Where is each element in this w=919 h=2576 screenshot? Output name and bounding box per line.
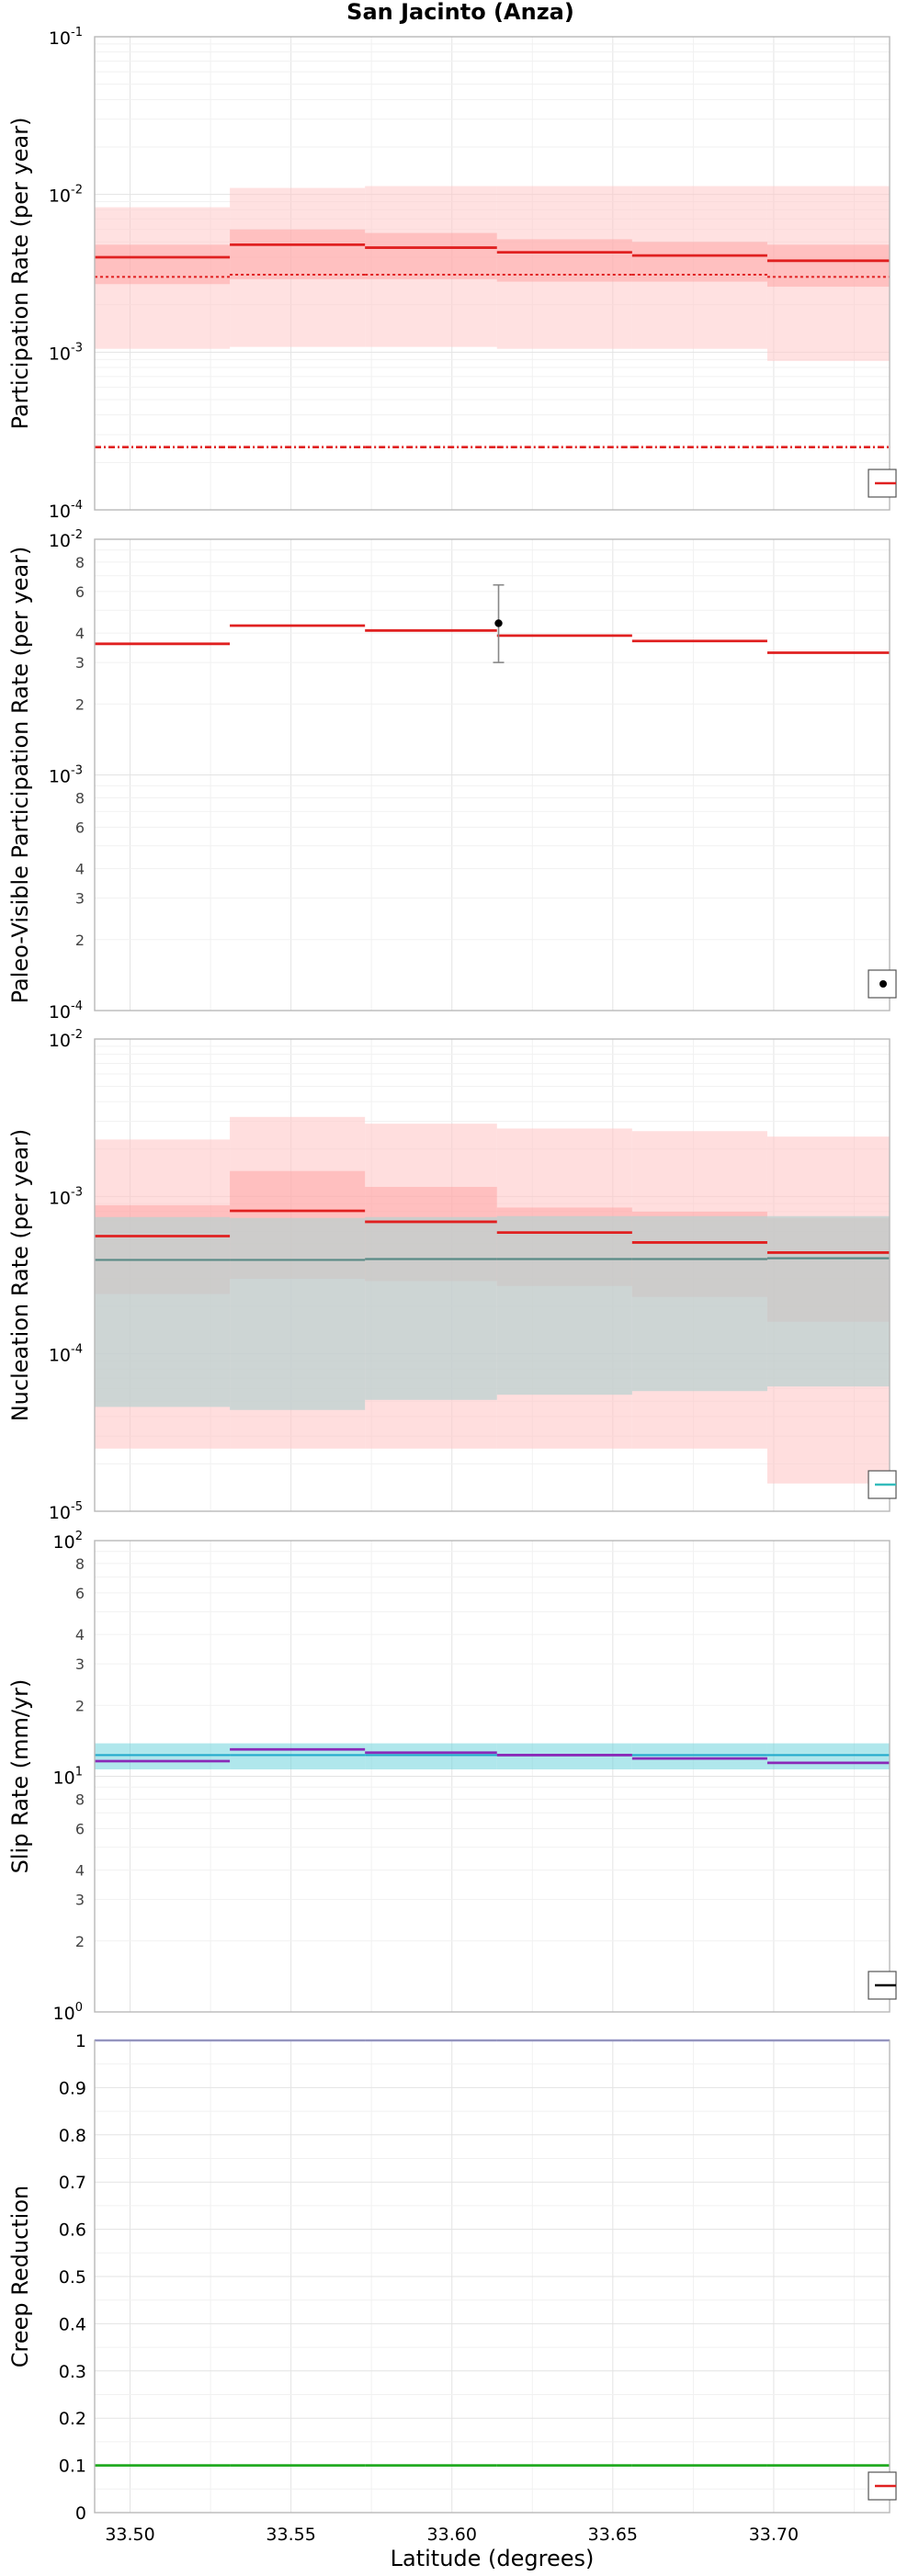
band-0-bin-3	[496, 186, 632, 349]
y-minor-tick-label: 3	[75, 890, 85, 908]
y-minor-tick-label: 8	[75, 1791, 85, 1808]
band-0-bin-5	[766, 1743, 890, 1769]
band-0-bin-5	[766, 186, 890, 361]
y-tick-label-3: 10-5	[49, 1500, 83, 1523]
chart-title: San Jacinto (Anza)	[346, 0, 574, 25]
y-minor-tick-label: 6	[75, 819, 85, 836]
data-point-0	[494, 619, 503, 627]
x-tick-label-1: 33.55	[266, 2525, 315, 2545]
band-0-bin-4	[631, 186, 767, 349]
y-minor-tick-label: 2	[75, 1697, 85, 1714]
y-tick-label-1: 0.1	[59, 2457, 86, 2477]
y-tick-label-1: 10-3	[49, 1185, 83, 1208]
chart-panel-slip: 102 101 100 8 6 4 3 2 8 6 4 3 2 Slip Rate (mm/yr)	[7, 1530, 897, 2024]
y-tick-label-2: 10-3	[49, 341, 83, 364]
band-0-bin-4	[631, 1743, 767, 1769]
y-minor-tick-label: 6	[75, 1585, 85, 1602]
y-minor-tick-label: 6	[75, 1820, 85, 1837]
x-tick-label-4: 33.70	[749, 2525, 799, 2545]
y-tick-label-2: 0.2	[59, 2409, 86, 2429]
chart-panel-nucleation: 10-2 10-3 10-4 10-5 Nucleation Rate (per yea…	[7, 1028, 897, 1523]
legend-marker	[879, 980, 887, 988]
x-tick-label-0: 33.50	[105, 2525, 154, 2545]
y-tick-label-0: 10-2	[49, 1028, 83, 1051]
band-0-bin-1	[230, 1743, 366, 1769]
y-minor-tick-label: 3	[75, 654, 85, 672]
legend-box	[868, 969, 897, 999]
legend-box	[868, 1470, 897, 1499]
y-minor-tick-label: 4	[75, 1626, 85, 1644]
y-tick-label-0: 102	[53, 1530, 83, 1553]
band-2-bin-3	[496, 1215, 632, 1395]
y-minor-tick-label: 4	[75, 861, 85, 878]
chart-panel-paleo-visible: 10-2 10-3 10-4 8 6 4 3 2 8 6 4 3 2 Paleo-Visible Part…	[7, 528, 897, 1022]
y-axis-label: Paleo-Visible Participation Rate (per ye…	[7, 547, 33, 1004]
band-0-bin-1	[230, 187, 366, 347]
y-minor-tick-label: 8	[75, 554, 85, 571]
y-minor-tick-label: 6	[75, 583, 85, 601]
y-tick-label-0: 10-2	[49, 528, 83, 551]
band-1-bin-4	[631, 242, 767, 282]
plot-frame	[94, 538, 891, 1011]
band-2-bin-1	[230, 1217, 366, 1410]
legend-box	[868, 1971, 897, 2000]
y-tick-label-0: 0	[75, 2503, 86, 2524]
legend-box	[868, 469, 897, 498]
y-tick-label-1: 10-2	[49, 184, 83, 207]
y-tick-label-2: 10-4	[49, 1000, 83, 1022]
y-minor-tick-label: 4	[75, 1862, 85, 1880]
y-axis-label: Slip Rate (mm/yr)	[7, 1679, 33, 1874]
band-2-bin-2	[365, 1216, 497, 1400]
y-minor-tick-label: 8	[75, 1555, 85, 1573]
legend-box	[868, 2471, 897, 2501]
plot-frame	[94, 36, 891, 511]
band-2-bin-0	[95, 1216, 231, 1407]
y-tick-label-5: 0.5	[59, 2267, 86, 2288]
y-minor-tick-label: 4	[75, 625, 85, 642]
band-0-bin-2	[365, 186, 497, 347]
chart-panel-participation: 10-1 10-2 10-3 10-4 Participation Rate (per …	[7, 26, 897, 522]
band-0-bin-0	[95, 1743, 231, 1769]
y-minor-tick-label: 3	[75, 1655, 85, 1673]
x-tick-label-2: 33.60	[427, 2525, 477, 2545]
y-minor-tick-label: 2	[75, 1933, 85, 1950]
band-0-bin-2	[365, 1743, 497, 1769]
y-tick-label-2: 10-4	[49, 1343, 83, 1366]
y-tick-label-9: 0.9	[59, 2078, 86, 2098]
y-tick-label-2: 100	[53, 2001, 83, 2024]
y-minor-tick-label: 3	[75, 1892, 85, 1909]
band-1-bin-1	[230, 229, 366, 279]
y-tick-label-7: 0.7	[59, 2173, 86, 2193]
y-axis-label: Nucleation Rate (per year)	[7, 1129, 33, 1422]
chart-panel-creep: 0 0.1 0.2 0.3 0.4 0.5 0.6 0.7 0.8 0.9 1 Creep Reduc…	[7, 2031, 897, 2571]
band-2-bin-5	[766, 1215, 890, 1387]
y-tick-label-0: 10-1	[49, 26, 83, 49]
y-axis-label: Participation Rate (per year)	[7, 118, 33, 430]
y-minor-tick-label: 2	[75, 695, 85, 713]
x-tick-label-3: 33.65	[588, 2525, 638, 2545]
band-1-bin-5	[766, 244, 890, 288]
band-2-bin-4	[631, 1215, 767, 1392]
y-tick-label-1: 101	[53, 1766, 83, 1789]
plot-frame	[94, 1038, 891, 1512]
plot-frame	[94, 1540, 891, 2013]
y-axis-label: Creep Reduction	[7, 2186, 33, 2367]
y-tick-label-3: 10-4	[49, 499, 83, 522]
y-tick-label-8: 0.8	[59, 2126, 86, 2146]
band-1-bin-2	[365, 232, 497, 279]
y-tick-label-4: 0.4	[59, 2314, 86, 2334]
band-1-bin-0	[95, 244, 231, 285]
band-0-bin-0	[95, 207, 231, 349]
y-tick-label-10: 1	[75, 2031, 86, 2051]
plot-frame	[94, 2039, 891, 2514]
y-tick-label-6: 0.6	[59, 2220, 86, 2241]
y-minor-tick-label: 8	[75, 789, 85, 807]
y-minor-tick-label: 2	[75, 932, 85, 949]
y-tick-label-1: 10-3	[49, 764, 83, 787]
y-tick-label-3: 0.3	[59, 2362, 86, 2382]
x-axis-label: Latitude (degrees)	[391, 2546, 595, 2571]
